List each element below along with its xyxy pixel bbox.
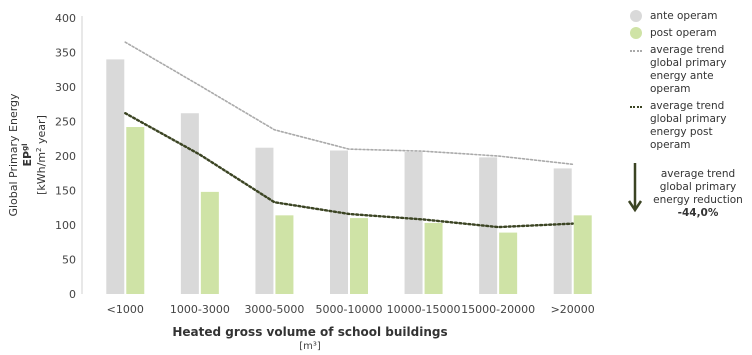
reduction-value: -44,0% [677, 207, 719, 219]
y-axis-title-line1: Global Primary Energy [7, 93, 20, 217]
x-tick-label: >20000 [551, 303, 595, 316]
svg-text:[kWh/m2 year]: [kWh/m2 year] [35, 115, 48, 195]
trend-line-ante [124, 41, 574, 166]
y-tick-label: 300 [55, 81, 76, 94]
trend-lines [124, 41, 574, 229]
trend-line-post [124, 112, 574, 229]
legend-item-trend-post: average trend global primary energy post… [630, 100, 752, 152]
x-axis-unit: [m³] [299, 341, 321, 352]
legend-label-post: post operam [650, 27, 717, 39]
y-tick-label: 250 [55, 116, 76, 129]
bar-post-5 [499, 232, 518, 294]
y-axis-title-unit-b: year] [35, 115, 48, 147]
y-axis-title-unit-sup: 2 [35, 147, 43, 151]
bar-ante-3 [330, 150, 348, 294]
bar-post-2 [275, 215, 294, 294]
bar-ante-6 [553, 168, 572, 294]
x-axis-title: Heated gross volume of school buildings [172, 325, 448, 339]
bar-post-1 [200, 191, 219, 294]
bar-post-6 [573, 215, 592, 294]
legend-label-trend-post: average trend global primary energy post… [650, 100, 727, 151]
y-axis-title: Global Primary Energy EPgl [kWh/m2 year] [7, 93, 48, 217]
y-axis-title-unit-a: [kWh/m [35, 152, 48, 195]
x-tick-label: 3000-5000 [244, 303, 304, 316]
x-tick-label: <1000 [107, 303, 144, 316]
x-tick-label: 10000-15000 [387, 303, 461, 316]
x-tick-label: 15000-20000 [461, 303, 535, 316]
legend-swatch-trend-post [630, 106, 642, 108]
svg-text:Global Primary Energy: Global Primary Energy [7, 93, 20, 217]
bar-post-0 [126, 127, 145, 295]
svg-text:EPgl: EPgl [21, 144, 34, 167]
y-tick-label: 0 [69, 288, 76, 301]
bar-ante-0 [106, 59, 125, 295]
legend-label-trend-ante: average trend global primary energy ante… [650, 44, 727, 95]
legend-label-ante: ante operam [650, 10, 718, 22]
chart: 0 50 100 150 200 250 300 350 400 <1000 1000-3000 3… [55, 12, 595, 316]
bar-ante-1 [180, 113, 199, 294]
down-arrow-icon [627, 163, 643, 213]
legend: ante operam post operam average trend gl… [630, 10, 752, 156]
y-tick-label: 400 [55, 12, 76, 25]
y-tick-label: 100 [55, 219, 76, 232]
y-axis-title-ep-sub: gl [21, 144, 29, 151]
legend-swatch-trend-ante [630, 50, 642, 52]
y-tick-label: 200 [55, 150, 76, 163]
y-axis: 0 50 100 150 200 250 300 350 400 [55, 12, 83, 301]
y-axis-title-ep: EP [21, 151, 34, 167]
bar-ante-2 [255, 147, 274, 294]
x-axis: <1000 1000-3000 3000-5000 5000-10000 10000-1… [107, 303, 595, 316]
bars [106, 59, 592, 295]
legend-swatch-ante [630, 10, 642, 22]
y-tick-label: 150 [55, 185, 76, 198]
bar-ante-4 [404, 151, 423, 294]
y-tick-label: 350 [55, 47, 76, 60]
legend-item-ante: ante operam [630, 10, 752, 23]
x-tick-label: 1000-3000 [170, 303, 230, 316]
reduction-label: average trend global primary energy redu… [653, 168, 743, 206]
legend-item-post: post operam [630, 27, 752, 40]
x-tick-label: 5000-10000 [316, 303, 383, 316]
reduction-text: average trend global primary energy redu… [644, 168, 752, 220]
legend-item-trend-ante: average trend global primary energy ante… [630, 44, 752, 96]
bar-post-4 [424, 222, 443, 294]
y-tick-label: 50 [62, 254, 76, 267]
legend-swatch-post [630, 27, 642, 39]
bar-post-3 [350, 218, 368, 294]
